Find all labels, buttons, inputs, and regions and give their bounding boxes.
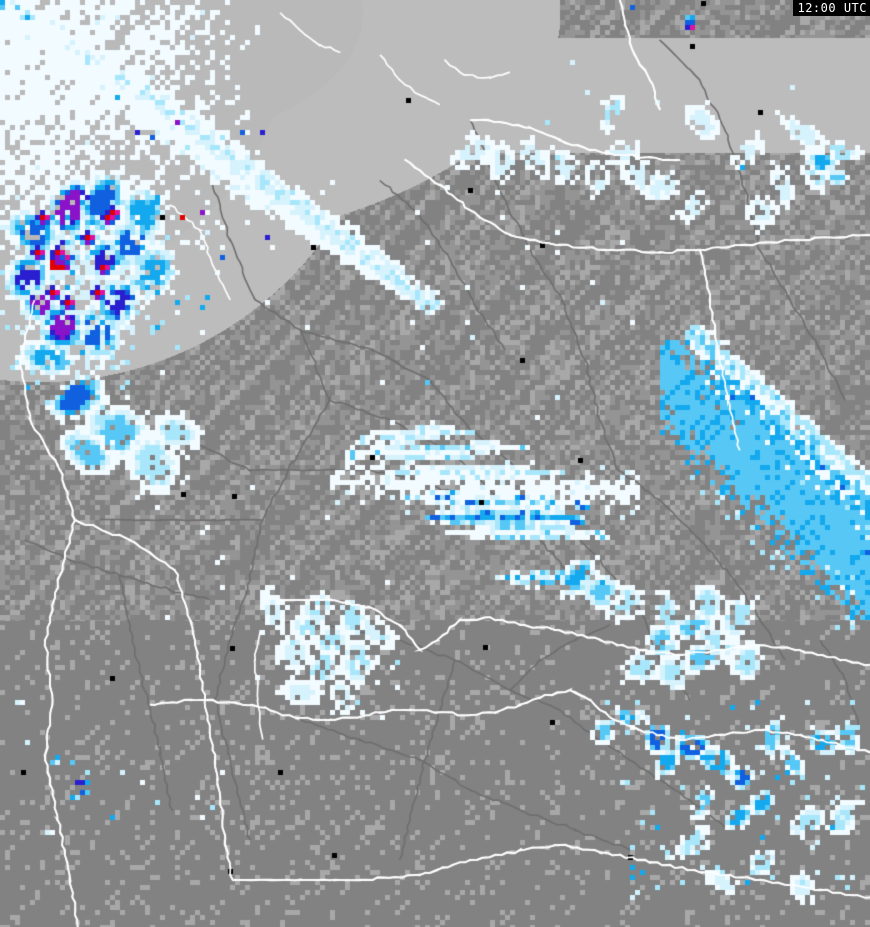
timestamp-label: 12:00 UTC	[793, 0, 870, 16]
